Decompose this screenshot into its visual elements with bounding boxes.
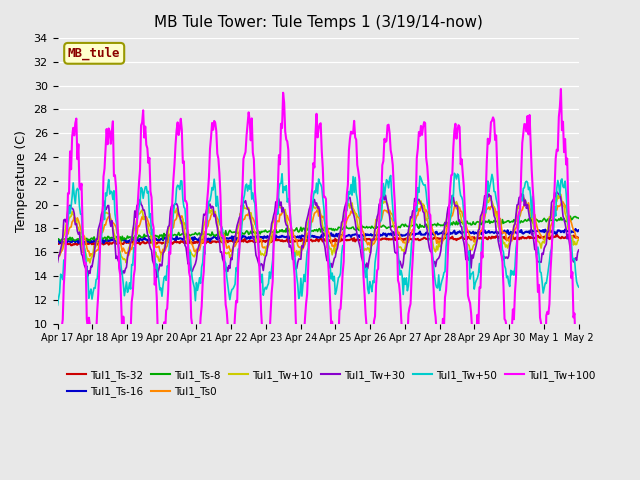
Line: Tul1_Ts0: Tul1_Ts0 <box>58 202 579 256</box>
Text: MB_tule: MB_tule <box>68 47 120 60</box>
Tul1_Ts-16 <box>365 232 372 238</box>
Tul1_Tw+50 <box>305 245 312 251</box>
Line: Tul1_Ts-8: Tul1_Ts-8 <box>58 216 579 241</box>
Tul1_Tw+50 <box>54 302 61 308</box>
Tul1_Tw+100 <box>482 192 490 198</box>
Tul1_Ts-32 <box>365 236 372 242</box>
Tul1_Ts-16 <box>337 233 344 239</box>
Tul1_Ts-8 <box>302 227 310 232</box>
Tul1_Ts-32 <box>302 238 310 244</box>
Tul1_Tw+50 <box>563 208 571 214</box>
Tul1_Tw+100 <box>54 339 61 345</box>
Tul1_Ts0 <box>305 228 313 233</box>
Y-axis label: Temperature (C): Temperature (C) <box>15 130 28 232</box>
Tul1_Tw+30 <box>482 196 490 202</box>
Tul1_Ts-8 <box>365 224 372 230</box>
Tul1_Ts-16 <box>482 230 490 236</box>
Tul1_Ts-32 <box>54 240 61 246</box>
Tul1_Ts-32 <box>482 235 490 240</box>
Tul1_Tw+50 <box>482 210 490 216</box>
Tul1_Tw+100 <box>575 338 582 344</box>
Tul1_Ts-16 <box>575 228 582 233</box>
Tul1_Tw+30 <box>302 220 310 226</box>
Tul1_Ts0 <box>482 209 490 215</box>
Tul1_Ts-32 <box>337 239 344 244</box>
Tul1_Ts-16 <box>100 240 108 246</box>
Tul1_Tw+100 <box>302 300 310 306</box>
Tul1_Ts0 <box>90 253 98 259</box>
Tul1_Ts0 <box>365 240 372 245</box>
Tul1_Ts0 <box>564 211 572 217</box>
Tul1_Ts-8 <box>337 225 344 231</box>
Tul1_Tw+30 <box>153 275 161 280</box>
Tul1_Tw+10 <box>482 199 490 204</box>
Tul1_Tw+10 <box>337 229 344 235</box>
Tul1_Ts-8 <box>563 218 571 224</box>
Tul1_Ts-16 <box>54 238 61 243</box>
Tul1_Tw+100 <box>557 86 564 92</box>
Tul1_Ts-8 <box>566 213 574 219</box>
Tul1_Tw+100 <box>337 306 344 312</box>
Tul1_Tw+10 <box>556 191 564 197</box>
Tul1_Ts-16 <box>572 226 579 232</box>
Tul1_Tw+10 <box>302 229 310 235</box>
Tul1_Tw+50 <box>575 284 582 290</box>
Line: Tul1_Tw+50: Tul1_Tw+50 <box>58 173 579 305</box>
Tul1_Ts-16 <box>302 232 310 238</box>
Line: Tul1_Tw+30: Tul1_Tw+30 <box>58 192 579 277</box>
Tul1_Tw+10 <box>54 257 61 263</box>
Tul1_Tw+100 <box>365 351 372 357</box>
Tul1_Tw+30 <box>305 206 313 212</box>
Tul1_Tw+10 <box>575 237 582 243</box>
Tul1_Tw+100 <box>564 201 572 206</box>
Line: Tul1_Tw+10: Tul1_Tw+10 <box>58 194 579 263</box>
Tul1_Ts-8 <box>482 218 490 224</box>
Line: Tul1_Ts-32: Tul1_Ts-32 <box>58 235 579 245</box>
Tul1_Ts0 <box>575 236 582 242</box>
Tul1_Ts0 <box>337 233 344 239</box>
Tul1_Tw+50 <box>335 274 343 279</box>
Tul1_Tw+50 <box>451 170 458 176</box>
Tul1_Tw+50 <box>364 286 372 292</box>
Tul1_Tw+100 <box>296 364 303 370</box>
Line: Tul1_Ts-16: Tul1_Ts-16 <box>58 229 579 243</box>
Tul1_Tw+30 <box>365 259 372 264</box>
Tul1_Tw+30 <box>564 231 572 237</box>
Tul1_Ts-8 <box>305 228 313 233</box>
Title: MB Tule Tower: Tule Temps 1 (3/19/14-now): MB Tule Tower: Tule Temps 1 (3/19/14-now… <box>154 15 483 30</box>
Tul1_Tw+10 <box>305 214 313 220</box>
Tul1_Ts-32 <box>575 235 582 241</box>
Tul1_Tw+10 <box>564 227 572 233</box>
Tul1_Tw+30 <box>337 228 344 233</box>
Tul1_Tw+50 <box>301 279 309 285</box>
Tul1_Ts-16 <box>563 228 571 234</box>
Legend: Tul1_Ts-32, Tul1_Ts-16, Tul1_Ts-8, Tul1_Ts0, Tul1_Tw+10, Tul1_Tw+30, Tul1_Tw+50,: Tul1_Ts-32, Tul1_Ts-16, Tul1_Ts-8, Tul1_… <box>63 366 600 401</box>
Tul1_Ts-8 <box>54 236 61 241</box>
Tul1_Ts0 <box>54 252 61 257</box>
Tul1_Tw+100 <box>305 232 313 238</box>
Tul1_Ts-32 <box>553 232 561 238</box>
Tul1_Tw+30 <box>54 259 61 265</box>
Tul1_Ts-16 <box>305 235 313 240</box>
Tul1_Tw+30 <box>575 247 582 253</box>
Tul1_Ts-32 <box>564 233 572 239</box>
Tul1_Ts0 <box>558 199 566 204</box>
Tul1_Tw+10 <box>365 246 372 252</box>
Tul1_Ts-8 <box>117 238 125 244</box>
Tul1_Tw+30 <box>553 189 561 194</box>
Line: Tul1_Tw+100: Tul1_Tw+100 <box>58 89 579 367</box>
Tul1_Ts-32 <box>67 242 75 248</box>
Tul1_Ts-8 <box>575 216 582 221</box>
Tul1_Ts0 <box>302 235 310 240</box>
Tul1_Ts-32 <box>305 238 313 243</box>
Tul1_Tw+10 <box>123 260 131 266</box>
